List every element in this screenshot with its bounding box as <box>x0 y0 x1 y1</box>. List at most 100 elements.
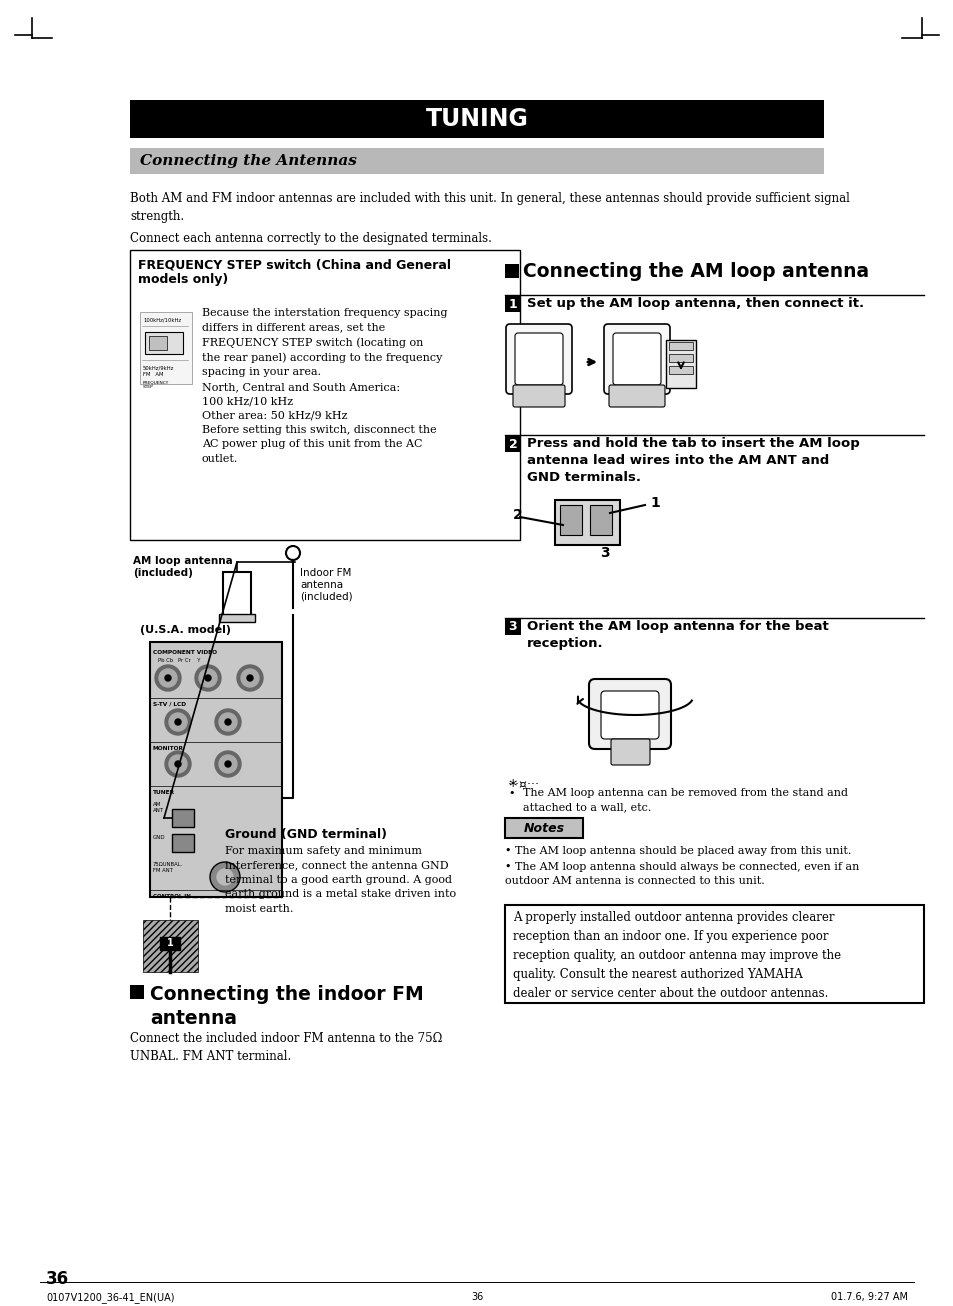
Text: Pb Cb   Pr Cr    Y: Pb Cb Pr Cr Y <box>158 658 200 663</box>
Text: 1: 1 <box>167 938 173 948</box>
Bar <box>504 818 582 838</box>
Text: Connecting the indoor FM
antenna: Connecting the indoor FM antenna <box>150 985 423 1028</box>
Bar <box>589 505 612 535</box>
Circle shape <box>174 720 181 725</box>
Text: 01.7.6, 9:27 AM: 01.7.6, 9:27 AM <box>830 1292 907 1302</box>
Circle shape <box>205 675 211 680</box>
Bar <box>130 249 519 539</box>
Circle shape <box>219 755 236 773</box>
Bar <box>172 835 193 852</box>
Text: 3: 3 <box>599 546 609 560</box>
Text: 50kHz/9kHz: 50kHz/9kHz <box>143 366 174 371</box>
Text: • The AM loop antenna should always be connected, even if an
outdoor AM antenna : • The AM loop antenna should always be c… <box>504 862 859 885</box>
Bar <box>145 332 183 354</box>
Text: TUNER: TUNER <box>152 790 175 795</box>
FancyBboxPatch shape <box>600 691 659 739</box>
Bar <box>668 366 692 374</box>
Circle shape <box>165 675 171 680</box>
FancyBboxPatch shape <box>608 385 664 407</box>
Bar <box>504 905 923 1003</box>
Bar <box>130 985 144 999</box>
Text: • The AM loop antenna should be placed away from this unit.: • The AM loop antenna should be placed a… <box>504 846 850 855</box>
Bar <box>668 354 692 362</box>
Text: Press and hold the tab to insert the AM loop
antenna lead wires into the AM ANT : Press and hold the tab to insert the AM … <box>526 438 859 485</box>
Bar <box>504 619 520 635</box>
FancyBboxPatch shape <box>513 385 564 407</box>
Text: 36: 36 <box>46 1269 69 1288</box>
Text: FM   AM: FM AM <box>143 372 163 377</box>
Text: Indoor FM
antenna
(included): Indoor FM antenna (included) <box>299 568 353 601</box>
Bar <box>555 500 619 545</box>
Text: For maximum safety and minimum
interference, connect the antenna GND
terminal to: For maximum safety and minimum interfere… <box>225 846 456 914</box>
Text: FREQUENCY STEP switch (China and General
models only): FREQUENCY STEP switch (China and General… <box>138 259 451 286</box>
FancyBboxPatch shape <box>588 679 670 750</box>
Circle shape <box>169 755 187 773</box>
Text: ···¤···: ···¤··· <box>507 778 539 791</box>
Bar <box>143 919 198 972</box>
Text: Orient the AM loop antenna for the beat
reception.: Orient the AM loop antenna for the beat … <box>526 620 828 650</box>
Text: 75ΩUNBAL.: 75ΩUNBAL. <box>152 862 183 867</box>
Circle shape <box>165 709 191 735</box>
Text: S-TV / LCD: S-TV / LCD <box>152 703 186 707</box>
Text: 1: 1 <box>508 298 517 311</box>
Text: *: * <box>507 778 516 795</box>
FancyBboxPatch shape <box>610 739 649 765</box>
Text: •: • <box>507 788 514 798</box>
Text: 1: 1 <box>649 496 659 511</box>
Circle shape <box>236 665 263 691</box>
Text: 36: 36 <box>471 1292 482 1302</box>
Text: Set up the AM loop antenna, then connect it.: Set up the AM loop antenna, then connect… <box>526 296 863 310</box>
Circle shape <box>214 709 241 735</box>
Circle shape <box>165 751 191 777</box>
Text: FREQUENCY
STEP: FREQUENCY STEP <box>143 380 169 389</box>
FancyBboxPatch shape <box>515 333 562 385</box>
FancyBboxPatch shape <box>505 324 572 394</box>
Bar <box>130 101 823 138</box>
Circle shape <box>210 862 240 892</box>
Bar <box>504 296 520 312</box>
Text: 0107V1200_36-41_EN(UA): 0107V1200_36-41_EN(UA) <box>46 1292 174 1303</box>
Text: Both AM and FM indoor antennas are included with this unit. In general, these an: Both AM and FM indoor antennas are inclu… <box>130 192 849 223</box>
Bar <box>160 936 180 949</box>
Text: 2: 2 <box>508 438 517 451</box>
Circle shape <box>225 720 231 725</box>
Bar <box>149 336 167 350</box>
Bar <box>665 340 696 388</box>
Bar <box>172 808 193 827</box>
Text: 2: 2 <box>513 508 522 522</box>
Text: AM: AM <box>152 802 161 807</box>
Bar <box>223 572 251 616</box>
Text: Ground (GND terminal): Ground (GND terminal) <box>225 828 387 841</box>
Text: (U.S.A. model): (U.S.A. model) <box>140 626 231 635</box>
Circle shape <box>225 761 231 767</box>
Circle shape <box>154 665 181 691</box>
Text: CONTROL IN: CONTROL IN <box>152 895 191 899</box>
Bar <box>559 505 581 535</box>
Text: AM loop antenna
(included): AM loop antenna (included) <box>132 556 233 577</box>
FancyBboxPatch shape <box>603 324 669 394</box>
Circle shape <box>159 669 177 687</box>
Circle shape <box>219 713 236 731</box>
Circle shape <box>247 675 253 680</box>
Circle shape <box>214 751 241 777</box>
Text: Connecting the Antennas: Connecting the Antennas <box>140 154 356 168</box>
Text: Because the interstation frequency spacing
differs in different areas, set the
F: Because the interstation frequency spaci… <box>202 308 447 464</box>
Text: Notes: Notes <box>523 821 564 835</box>
Bar <box>219 614 254 622</box>
Bar <box>504 436 520 452</box>
Bar <box>140 312 192 384</box>
Text: GND: GND <box>152 835 166 840</box>
Circle shape <box>216 868 233 885</box>
Circle shape <box>241 669 258 687</box>
Text: Connect each antenna correctly to the designated terminals.: Connect each antenna correctly to the de… <box>130 232 492 246</box>
Bar <box>130 148 823 174</box>
Bar <box>150 643 282 897</box>
Circle shape <box>199 669 216 687</box>
FancyBboxPatch shape <box>613 333 660 385</box>
Circle shape <box>174 761 181 767</box>
Text: 100kHz/10kHz: 100kHz/10kHz <box>143 317 181 323</box>
Circle shape <box>169 713 187 731</box>
Bar <box>668 342 692 350</box>
Text: ANT: ANT <box>152 808 164 814</box>
Bar <box>504 264 518 278</box>
